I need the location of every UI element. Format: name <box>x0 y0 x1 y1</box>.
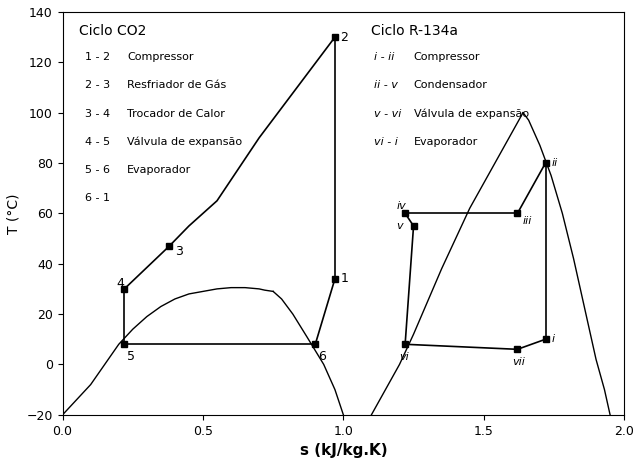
Text: Trocador de Calor: Trocador de Calor <box>127 109 225 119</box>
Text: ii: ii <box>551 158 558 168</box>
Text: Válvula de expansão: Válvula de expansão <box>127 137 242 147</box>
Text: iv: iv <box>397 201 406 211</box>
Text: 5 - 6: 5 - 6 <box>85 165 110 175</box>
Text: Compressor: Compressor <box>413 52 480 62</box>
Text: 6 - 1: 6 - 1 <box>85 193 110 203</box>
Text: vi - i: vi - i <box>374 137 398 147</box>
Text: 4: 4 <box>116 277 124 290</box>
Text: Evaporador: Evaporador <box>127 165 192 175</box>
Text: v - vi: v - vi <box>374 109 402 119</box>
Text: i - ii: i - ii <box>374 52 395 62</box>
Text: 6: 6 <box>318 350 326 363</box>
Y-axis label: T (°C): T (°C) <box>7 193 21 233</box>
Text: 1 - 2: 1 - 2 <box>85 52 110 62</box>
Text: 3: 3 <box>175 245 183 258</box>
Text: ii - v: ii - v <box>374 80 398 90</box>
Text: Válvula de expansão: Válvula de expansão <box>413 109 529 119</box>
Text: Resfriador de Gás: Resfriador de Gás <box>127 80 226 90</box>
Text: 1: 1 <box>340 272 349 286</box>
Text: 2 - 3: 2 - 3 <box>85 80 110 90</box>
Text: iii: iii <box>523 216 533 226</box>
Text: 4 - 5: 4 - 5 <box>85 137 110 147</box>
Text: Evaporador: Evaporador <box>413 137 478 147</box>
Text: Ciclo CO2: Ciclo CO2 <box>79 24 147 38</box>
Text: v: v <box>397 221 403 231</box>
Text: Ciclo R-134a: Ciclo R-134a <box>371 24 458 38</box>
Text: vii: vii <box>512 357 525 367</box>
Text: vi: vi <box>399 352 409 362</box>
X-axis label: s (kJ/kg.K): s (kJ/kg.K) <box>299 443 387 458</box>
Text: 3 - 4: 3 - 4 <box>85 109 110 119</box>
Text: 5: 5 <box>127 350 135 363</box>
Text: Compressor: Compressor <box>127 52 194 62</box>
Text: Condensador: Condensador <box>413 80 487 90</box>
Text: 2: 2 <box>340 31 349 44</box>
Text: i: i <box>551 334 554 344</box>
